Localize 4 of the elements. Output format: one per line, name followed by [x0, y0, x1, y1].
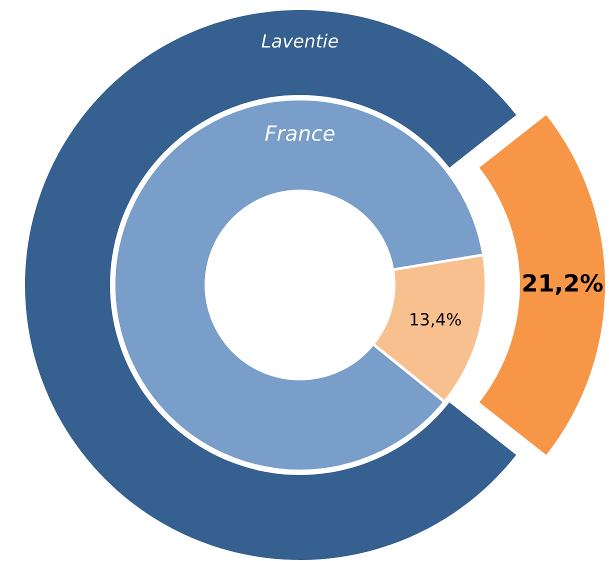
data-label: 13,4%	[410, 313, 461, 328]
data-label: 21,2%	[523, 274, 603, 295]
slice-label: France	[265, 126, 334, 142]
slice-label: Laventie	[262, 34, 338, 48]
